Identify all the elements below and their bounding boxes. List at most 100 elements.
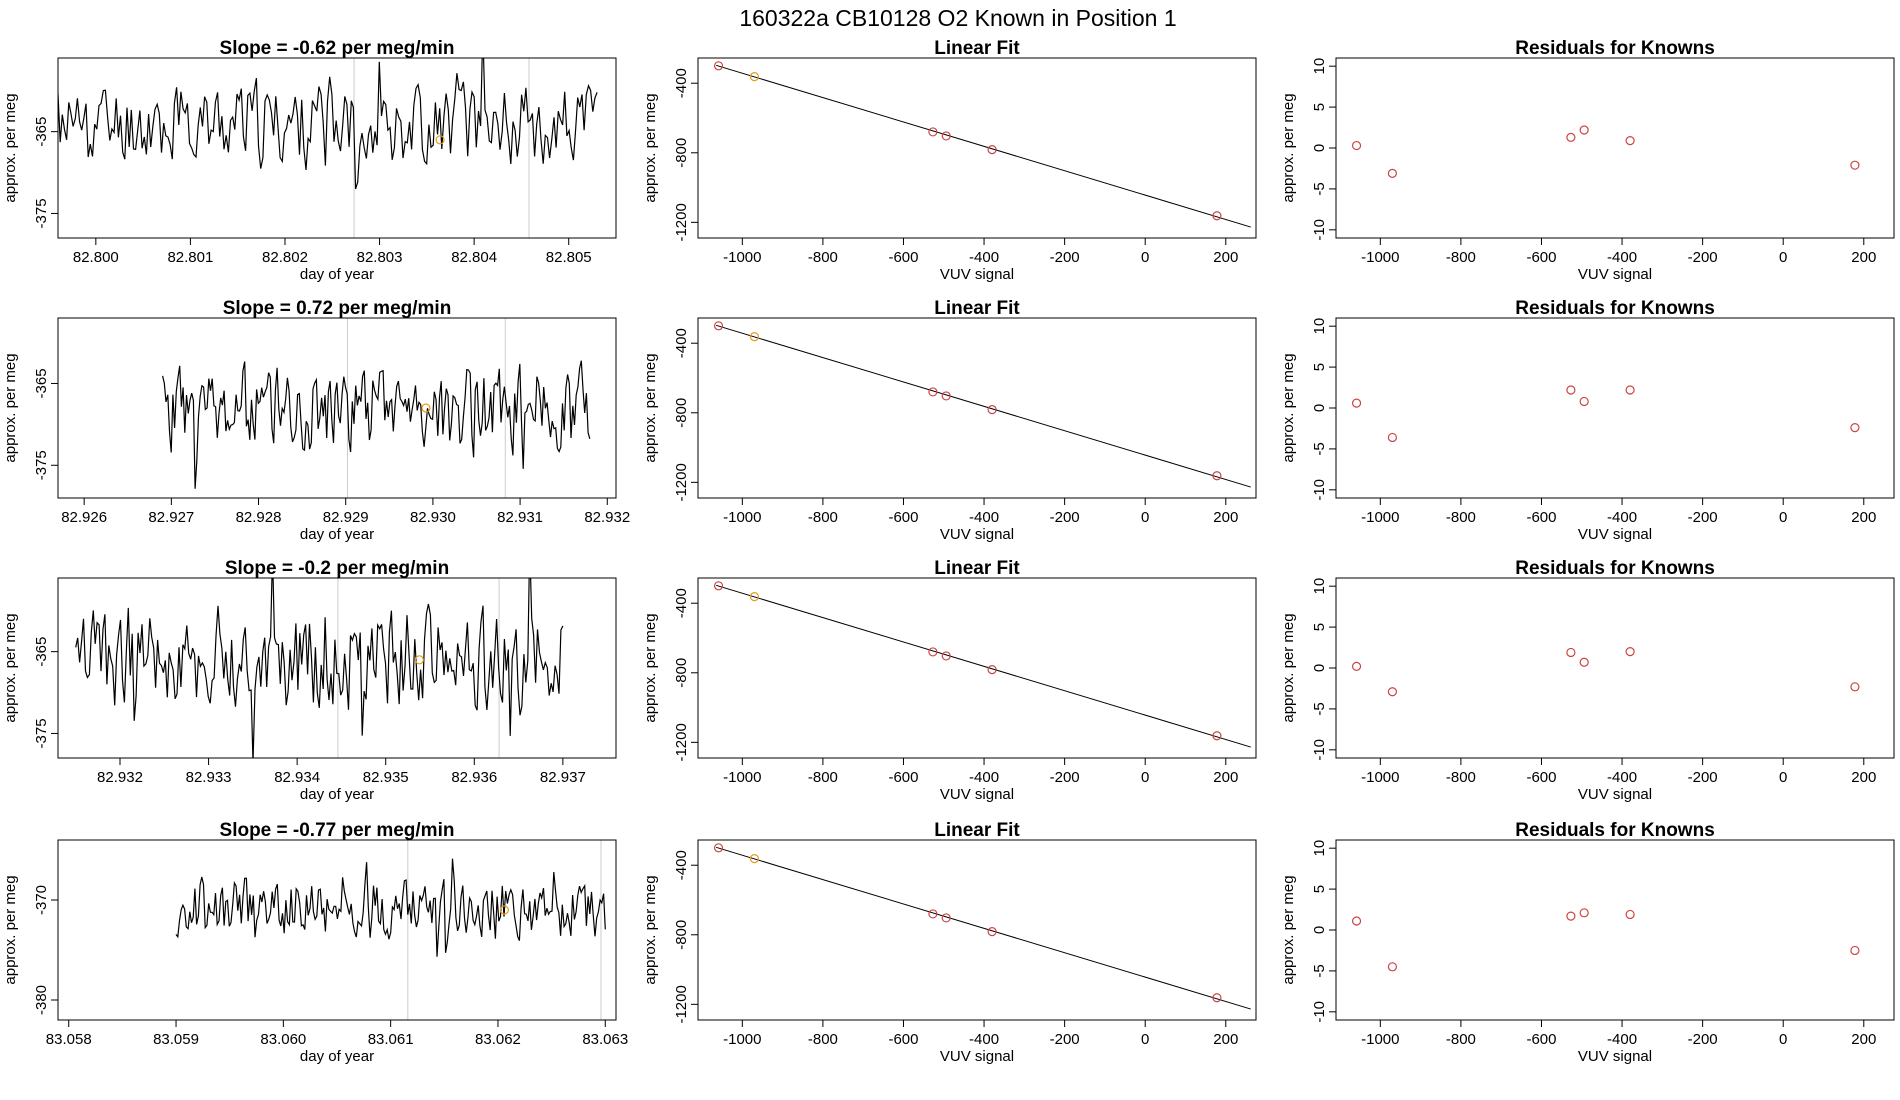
y-tick-label: -800 bbox=[673, 138, 690, 168]
x-tick-label: 0 bbox=[1779, 769, 1787, 786]
x-tick-label: -400 bbox=[1607, 509, 1637, 526]
residual-point bbox=[1566, 132, 1576, 142]
known-point bbox=[941, 913, 951, 923]
x-tick-label: 83.061 bbox=[368, 1031, 414, 1048]
residual-point bbox=[1625, 136, 1635, 146]
y-tick-label: 0 bbox=[1311, 144, 1328, 152]
plot-frame bbox=[57, 577, 617, 759]
x-tick-label: -400 bbox=[1607, 769, 1637, 786]
x-tick-label: 82.805 bbox=[546, 249, 592, 266]
panel-title: Linear Fit bbox=[934, 820, 1020, 841]
x-tick-label: 200 bbox=[1213, 249, 1238, 266]
y-tick-label: 0 bbox=[1311, 404, 1328, 412]
y-axis-label: approx. per meg bbox=[1280, 875, 1297, 984]
plot-area bbox=[1351, 385, 1860, 443]
residual-point bbox=[1566, 385, 1576, 395]
x-axis-label: day of year bbox=[300, 266, 374, 283]
y-tick-label: -400 bbox=[673, 588, 690, 618]
highlighted-known-point bbox=[749, 854, 760, 864]
known-point bbox=[987, 927, 997, 937]
y-tick-label: -365 bbox=[33, 637, 50, 667]
y-axis-label: approx. per meg bbox=[2, 613, 19, 722]
residual-point bbox=[1625, 909, 1635, 920]
known-point bbox=[928, 909, 938, 919]
x-tick-label: 82.932 bbox=[584, 509, 630, 526]
x-tick-label: -600 bbox=[888, 769, 918, 786]
known-point bbox=[941, 651, 951, 661]
x-tick-label: 0 bbox=[1141, 1031, 1149, 1048]
y-tick-label: 5 bbox=[1311, 103, 1328, 111]
x-tick-label: -800 bbox=[808, 509, 838, 526]
known-point bbox=[713, 581, 724, 591]
x-tick-label: -600 bbox=[888, 509, 918, 526]
known-point bbox=[928, 647, 938, 657]
x-tick-label: 82.936 bbox=[451, 769, 497, 786]
fit-line bbox=[715, 584, 1251, 748]
x-tick-label: 83.062 bbox=[475, 1031, 521, 1048]
residual-point bbox=[1566, 911, 1576, 921]
residual-point bbox=[1625, 385, 1635, 395]
fit-line bbox=[715, 324, 1251, 488]
residual-point bbox=[1850, 682, 1860, 692]
residual-point bbox=[1850, 423, 1860, 433]
residual-point bbox=[1387, 687, 1398, 697]
plot-area bbox=[1351, 647, 1860, 697]
y-axis-label: approx. per meg bbox=[2, 875, 19, 984]
panel-title: Residuals for Knowns bbox=[1515, 298, 1715, 319]
x-tick-label: 200 bbox=[1213, 769, 1238, 786]
known-point bbox=[1212, 993, 1222, 1003]
x-tick-label: 0 bbox=[1779, 1031, 1787, 1048]
y-tick-label: 5 bbox=[1311, 623, 1328, 631]
plot-area bbox=[713, 321, 1251, 488]
plot-area bbox=[713, 581, 1251, 748]
highlighted-known-point bbox=[749, 592, 760, 602]
plot-frame bbox=[1335, 317, 1895, 499]
plot-area bbox=[1351, 908, 1860, 972]
x-tick-label: -1000 bbox=[723, 769, 761, 786]
x-tick-label: -400 bbox=[969, 1031, 999, 1048]
panel-title: Linear Fit bbox=[934, 558, 1020, 579]
panel-fit: Linear Fit -1000 -800 -600 -400 -200 0 200 -400 -… bbox=[642, 558, 1257, 803]
residual-point bbox=[1387, 962, 1398, 972]
x-tick-label: -400 bbox=[1607, 249, 1637, 266]
signal-trace bbox=[175, 858, 606, 957]
known-point bbox=[928, 127, 938, 137]
x-axis-label: day of year bbox=[300, 786, 374, 803]
x-axis-label: VUV signal bbox=[1578, 526, 1652, 543]
x-tick-label: 82.926 bbox=[61, 509, 107, 526]
y-axis-label: approx. per meg bbox=[1280, 353, 1297, 462]
x-tick-label: -800 bbox=[808, 1031, 838, 1048]
y-tick-label: 5 bbox=[1311, 363, 1328, 371]
x-tick-label: -200 bbox=[1050, 1031, 1080, 1048]
x-tick-label: 200 bbox=[1851, 1031, 1876, 1048]
panel-title: Linear Fit bbox=[934, 38, 1020, 59]
x-tick-label: 82.804 bbox=[451, 249, 497, 266]
residual-point bbox=[1625, 647, 1635, 657]
residual-point bbox=[1351, 661, 1362, 671]
y-tick-label: -10 bbox=[1311, 1001, 1328, 1023]
plot-frame bbox=[697, 317, 1257, 499]
y-tick-label: -1200 bbox=[673, 985, 690, 1023]
x-axis-label: VUV signal bbox=[940, 526, 1014, 543]
y-tick-label: -365 bbox=[33, 117, 50, 147]
plot-area bbox=[713, 843, 1251, 1010]
known-point bbox=[987, 405, 997, 415]
known-point bbox=[928, 387, 938, 397]
x-tick-label: 0 bbox=[1141, 769, 1149, 786]
y-tick-label: -10 bbox=[1311, 739, 1328, 761]
residual-point bbox=[1351, 140, 1362, 151]
x-tick-label: 83.059 bbox=[153, 1031, 199, 1048]
plot-area bbox=[175, 840, 606, 1020]
residual-point bbox=[1351, 398, 1362, 408]
x-tick-label: -1000 bbox=[1361, 769, 1399, 786]
panel-fit: Linear Fit -1000 -800 -600 -400 -200 0 200 -400 -… bbox=[642, 38, 1257, 283]
x-tick-label: -200 bbox=[1050, 769, 1080, 786]
known-point bbox=[713, 61, 724, 71]
plot-frame bbox=[57, 839, 617, 1021]
x-tick-label: 82.931 bbox=[497, 509, 543, 526]
y-axis-label: approx. per meg bbox=[2, 93, 19, 202]
x-tick-label: 82.930 bbox=[410, 509, 456, 526]
plot-area bbox=[162, 318, 591, 498]
panel-title: Residuals for Knowns bbox=[1515, 820, 1715, 841]
